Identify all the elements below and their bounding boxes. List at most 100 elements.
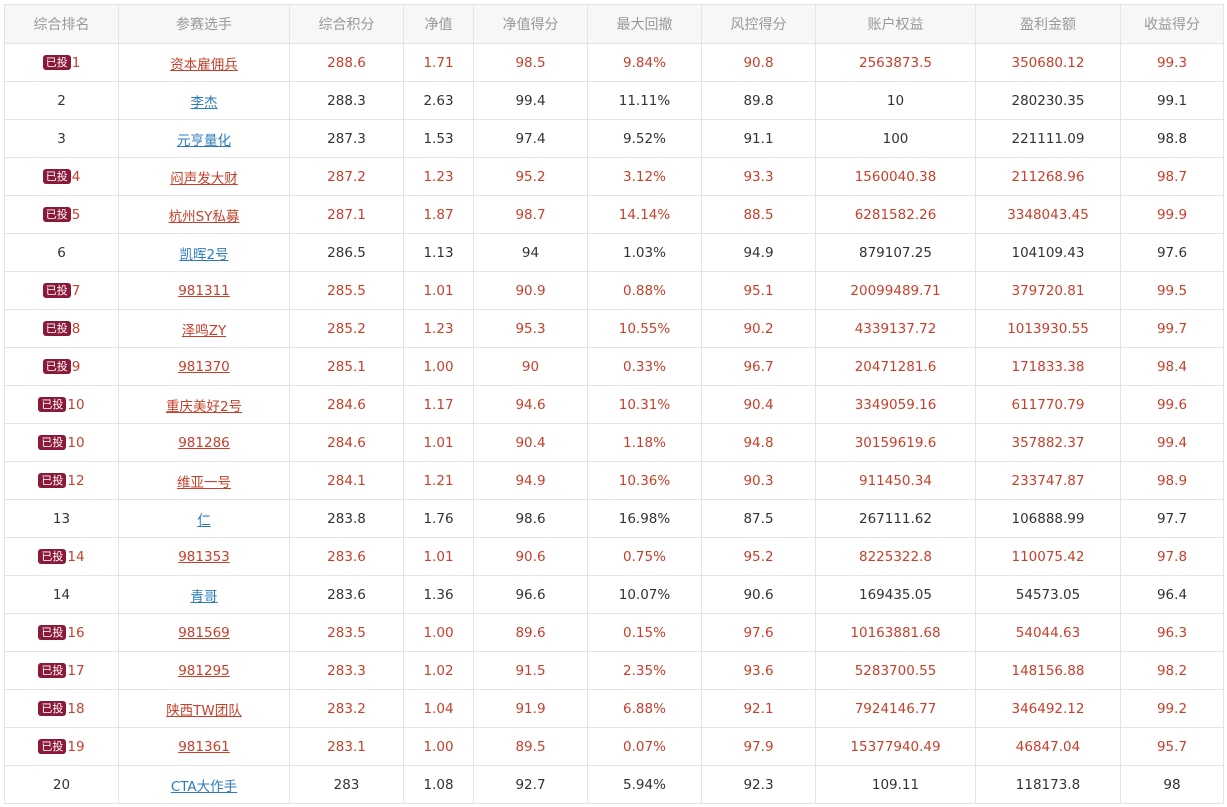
header-nav[interactable]: 净值: [403, 4, 474, 44]
header-return-score[interactable]: 收益得分: [1120, 4, 1224, 44]
rank-value: 2: [57, 92, 66, 109]
participant-link[interactable]: 981311: [178, 282, 230, 299]
participant-cell: 陕西TW团队: [118, 689, 290, 728]
participant-link[interactable]: 981295: [178, 662, 230, 679]
rank-value: 14: [52, 586, 71, 603]
header-risk-score[interactable]: 风控得分: [701, 4, 816, 44]
risk-score-cell: 90.2: [701, 309, 816, 348]
participant-link[interactable]: 陕西TW团队: [166, 702, 242, 719]
participant-link[interactable]: 仁: [197, 512, 211, 529]
nav-cell: 1.13: [403, 233, 474, 272]
risk-score-cell: 87.5: [701, 499, 816, 538]
participant-link[interactable]: 元亨量化: [177, 132, 231, 149]
participant-link[interactable]: 981569: [178, 624, 230, 641]
header-rank[interactable]: 综合排名: [4, 4, 119, 44]
risk-score-cell: 93.3: [701, 157, 816, 196]
account-equity-cell: 20471281.6: [815, 347, 976, 386]
account-equity-cell: 267111.62: [815, 499, 976, 538]
participant-link[interactable]: 981286: [178, 434, 230, 451]
total-score-cell: 286.5: [289, 233, 404, 272]
header-nav-score[interactable]: 净值得分: [473, 4, 588, 44]
return-score-cell: 99.3: [1120, 43, 1224, 82]
profit-cell: 148156.88: [975, 651, 1121, 690]
participant-cell: 闷声发大财: [118, 157, 290, 196]
nav-score-cell: 92.7: [473, 765, 588, 804]
participant-cell: 杭州SY私募: [118, 195, 290, 234]
max-drawdown-cell: 1.18%: [587, 423, 702, 462]
invested-badge: 已投: [38, 662, 67, 678]
rank-cell: 已投 9: [4, 347, 119, 386]
rank-value: 12: [67, 472, 85, 489]
participant-cell: 981295: [118, 651, 290, 690]
risk-score-cell: 90.8: [701, 43, 816, 82]
return-score-cell: 98.8: [1120, 119, 1224, 158]
risk-score-cell: 95.1: [701, 271, 816, 310]
header-participant[interactable]: 参赛选手: [118, 4, 290, 44]
header-total-score[interactable]: 综合积分: [289, 4, 404, 44]
account-equity-cell: 109.11: [815, 765, 976, 804]
risk-score-cell: 90.3: [701, 461, 816, 500]
invested-badge: 已投: [42, 358, 71, 374]
rank-cell: 已投 17: [4, 651, 119, 690]
header-account-equity[interactable]: 账户权益: [815, 4, 976, 44]
participant-cell: 重庆美好2号: [118, 385, 290, 424]
max-drawdown-cell: 11.11%: [587, 81, 702, 120]
participant-link[interactable]: 资本雇佣兵: [170, 56, 238, 73]
participant-link[interactable]: CTA大作手: [170, 778, 238, 795]
rank-value: 4: [71, 168, 81, 185]
return-score-cell: 99.5: [1120, 271, 1224, 310]
risk-score-cell: 96.7: [701, 347, 816, 386]
profit-cell: 379720.81: [975, 271, 1121, 310]
account-equity-cell: 2563873.5: [815, 43, 976, 82]
header-profit[interactable]: 盈利金额: [975, 4, 1121, 44]
rank-value: 17: [67, 662, 85, 679]
rank-cell: 6: [4, 233, 119, 272]
return-score-cell: 98.9: [1120, 461, 1224, 500]
account-equity-cell: 5283700.55: [815, 651, 976, 690]
nav-score-cell: 97.4: [473, 119, 588, 158]
participant-link[interactable]: 981353: [178, 548, 230, 565]
participant-link[interactable]: 杭州SY私募: [168, 208, 240, 225]
account-equity-cell: 8225322.8: [815, 537, 976, 576]
nav-score-cell: 94.9: [473, 461, 588, 500]
rank-value: 18: [67, 700, 85, 717]
risk-score-cell: 93.6: [701, 651, 816, 690]
risk-score-cell: 94.9: [701, 233, 816, 272]
nav-score-cell: 95.3: [473, 309, 588, 348]
participant-link[interactable]: 泽鸣ZY: [181, 322, 227, 339]
account-equity-cell: 20099489.71: [815, 271, 976, 310]
participant-cell: 泽鸣ZY: [118, 309, 290, 348]
risk-score-cell: 91.1: [701, 119, 816, 158]
rank-value: 16: [67, 624, 85, 641]
account-equity-cell: 15377940.49: [815, 727, 976, 766]
table-row: 20 CTA大作手 283 1.08 92.7 5.94% 92.3 109.11 118173…: [4, 765, 1224, 804]
nav-score-cell: 98.5: [473, 43, 588, 82]
header-max-drawdown[interactable]: 最大回撤: [587, 4, 702, 44]
return-score-cell: 97.7: [1120, 499, 1224, 538]
participant-link[interactable]: 维亚一号: [177, 474, 231, 491]
profit-cell: 118173.8: [975, 765, 1121, 804]
invested-badge: 已投: [42, 320, 71, 336]
rank-cell: 20: [4, 765, 119, 804]
nav-score-cell: 98.7: [473, 195, 588, 234]
participant-link[interactable]: 青哥: [190, 588, 218, 605]
risk-score-cell: 92.1: [701, 689, 816, 728]
participant-link[interactable]: 凯晖2号: [179, 246, 229, 263]
total-score-cell: 283.8: [289, 499, 404, 538]
total-score-cell: 287.2: [289, 157, 404, 196]
rank-cell: 已投 19: [4, 727, 119, 766]
rank-cell: 已投 16: [4, 613, 119, 652]
participant-link[interactable]: 981370: [178, 358, 230, 375]
participant-link[interactable]: 981361: [178, 738, 230, 755]
participant-link[interactable]: 李杰: [190, 94, 218, 111]
rank-value: 3: [57, 130, 66, 147]
rank-value: 10: [67, 434, 85, 451]
table-row: 已投 7 981311 285.5 1.01 90.9 0.88% 95.1 20099489.…: [4, 271, 1224, 310]
participant-cell: 维亚一号: [118, 461, 290, 500]
rank-cell: 13: [4, 499, 119, 538]
participant-link[interactable]: 重庆美好2号: [165, 398, 243, 415]
participant-link[interactable]: 闷声发大财: [170, 170, 238, 187]
max-drawdown-cell: 0.33%: [587, 347, 702, 386]
profit-cell: 280230.35: [975, 81, 1121, 120]
profit-cell: 350680.12: [975, 43, 1121, 82]
